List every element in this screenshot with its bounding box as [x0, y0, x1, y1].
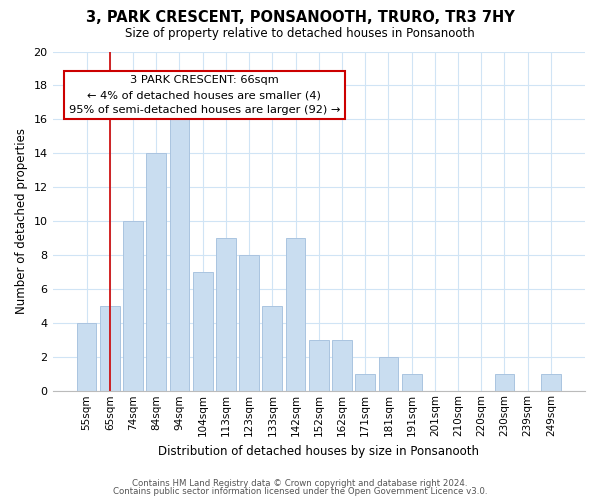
- Text: Size of property relative to detached houses in Ponsanooth: Size of property relative to detached ho…: [125, 28, 475, 40]
- Bar: [494, 374, 514, 392]
- Bar: [239, 256, 259, 392]
- Bar: [379, 358, 398, 392]
- Bar: [77, 324, 97, 392]
- Bar: [355, 374, 375, 392]
- Text: 3, PARK CRESCENT, PONSANOOTH, TRURO, TR3 7HY: 3, PARK CRESCENT, PONSANOOTH, TRURO, TR3…: [86, 10, 514, 25]
- Text: Contains HM Land Registry data © Crown copyright and database right 2024.: Contains HM Land Registry data © Crown c…: [132, 478, 468, 488]
- Bar: [332, 340, 352, 392]
- Bar: [170, 120, 190, 392]
- Y-axis label: Number of detached properties: Number of detached properties: [15, 128, 28, 314]
- Bar: [123, 222, 143, 392]
- Text: Contains public sector information licensed under the Open Government Licence v3: Contains public sector information licen…: [113, 487, 487, 496]
- Bar: [541, 374, 561, 392]
- Bar: [146, 154, 166, 392]
- Bar: [193, 272, 212, 392]
- Bar: [286, 238, 305, 392]
- Bar: [309, 340, 329, 392]
- Text: 3 PARK CRESCENT: 66sqm
← 4% of detached houses are smaller (4)
95% of semi-detac: 3 PARK CRESCENT: 66sqm ← 4% of detached …: [68, 76, 340, 115]
- Bar: [402, 374, 422, 392]
- Bar: [100, 306, 119, 392]
- Bar: [262, 306, 282, 392]
- Bar: [216, 238, 236, 392]
- X-axis label: Distribution of detached houses by size in Ponsanooth: Distribution of detached houses by size …: [158, 444, 479, 458]
